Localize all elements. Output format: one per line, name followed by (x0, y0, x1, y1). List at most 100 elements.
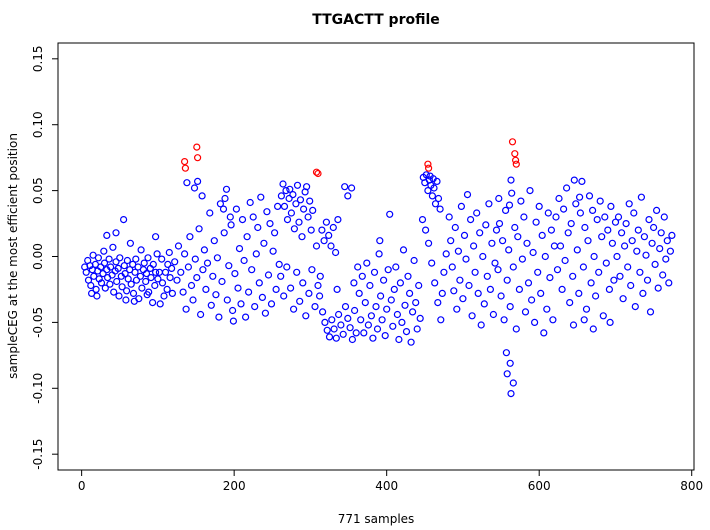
data-point-samples (251, 303, 259, 311)
data-point-samples (387, 296, 395, 304)
data-point-samples (296, 196, 305, 204)
data-point-samples (131, 268, 139, 276)
data-point-samples (541, 252, 549, 261)
data-point-samples (182, 305, 190, 313)
data-point-samples (97, 279, 106, 287)
data-point-samples (248, 266, 256, 274)
data-point-samples (479, 252, 487, 261)
data-point-samples (309, 206, 317, 214)
data-point-highlighted-samples (425, 164, 433, 172)
data-point-samples (213, 254, 221, 262)
data-point-samples (412, 299, 420, 307)
data-point-samples (235, 245, 244, 253)
data-point-samples (552, 213, 560, 221)
data-point-samples (332, 334, 340, 342)
data-point-samples (99, 270, 107, 278)
data-point-samples (575, 193, 584, 201)
data-point-samples (424, 187, 432, 195)
data-point-samples (305, 289, 313, 297)
data-point-samples (630, 209, 638, 217)
data-point-samples (453, 305, 461, 313)
data-point-samples (534, 268, 542, 276)
data-point-samples (329, 223, 337, 232)
data-point-samples (666, 247, 675, 255)
data-point-samples (459, 295, 467, 303)
data-point-samples (642, 251, 650, 259)
data-point-samples (300, 205, 308, 213)
data-point-samples (222, 185, 231, 193)
data-point-samples (277, 192, 285, 200)
data-point-samples (573, 246, 581, 254)
data-point-samples (358, 272, 366, 280)
data-point-samples (152, 233, 160, 241)
data-point-samples (450, 287, 458, 295)
data-point-samples (631, 303, 639, 311)
data-point-highlighted-samples (193, 143, 201, 151)
data-point-samples (448, 263, 456, 271)
data-point-samples (158, 255, 166, 263)
data-point-samples (515, 285, 524, 293)
data-point-samples (428, 192, 436, 200)
data-point-samples (553, 266, 562, 274)
data-point-samples (622, 220, 630, 228)
data-point-highlighted-samples (512, 160, 520, 168)
data-point-samples (238, 216, 247, 224)
data-point-samples (296, 297, 304, 305)
data-point-samples (337, 321, 345, 329)
data-point-samples (109, 243, 117, 251)
data-point-samples (260, 239, 268, 247)
data-point-samples (229, 317, 237, 325)
data-point-samples (156, 300, 164, 308)
data-point-samples (135, 295, 143, 303)
data-point-samples (354, 263, 362, 271)
data-point-samples (123, 256, 132, 265)
data-point-samples (267, 300, 276, 308)
data-point-samples (656, 245, 664, 253)
data-point-samples (165, 248, 173, 257)
data-point-samples (467, 216, 475, 224)
data-point-samples (271, 229, 279, 237)
data-point-highlighted-samples (181, 158, 189, 166)
data-point-samples (616, 272, 624, 280)
data-point-samples (171, 258, 179, 266)
data-point-samples (366, 281, 374, 290)
data-point-samples (249, 213, 257, 221)
y-tick-label: 0.00 (31, 243, 45, 270)
data-point-samples (115, 292, 123, 300)
data-point-samples (341, 183, 349, 191)
data-point-samples (242, 313, 250, 321)
data-point-samples (561, 256, 569, 265)
data-point-samples (431, 279, 439, 287)
data-point-samples (240, 256, 248, 265)
data-point-samples (246, 198, 254, 207)
data-point-samples (389, 322, 397, 330)
data-point-samples (470, 242, 478, 250)
data-point-samples (264, 271, 273, 279)
data-point-samples (537, 289, 545, 297)
data-point-samples (191, 255, 199, 263)
data-point-samples (550, 242, 559, 250)
data-point-samples (376, 237, 384, 245)
data-point-samples (595, 268, 603, 276)
data-point-samples (383, 305, 391, 313)
data-point-samples (218, 277, 226, 286)
data-point-samples (506, 359, 514, 367)
data-point-samples (428, 259, 436, 267)
data-point-samples (500, 316, 508, 324)
data-point-samples (226, 213, 234, 221)
data-point-samples (225, 262, 233, 270)
data-point-samples (127, 280, 135, 288)
data-point-samples (149, 299, 157, 307)
data-point-samples (617, 229, 626, 237)
data-point-samples (570, 176, 578, 184)
x-tick-label: 200 (223, 479, 246, 493)
data-point-samples (399, 246, 408, 254)
data-point-samples (370, 268, 379, 276)
data-point-samples (418, 216, 427, 224)
data-point-samples (137, 246, 145, 254)
data-point-samples (451, 223, 459, 232)
data-point-samples (596, 197, 604, 205)
data-point-samples (607, 202, 615, 210)
data-point-samples (526, 187, 534, 195)
data-point-samples (234, 284, 242, 292)
